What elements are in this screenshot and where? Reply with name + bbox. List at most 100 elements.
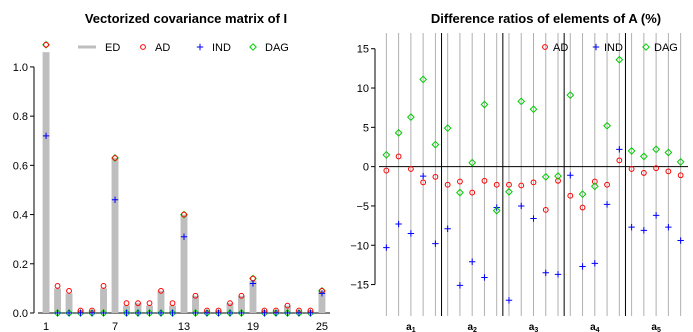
ind-point xyxy=(307,309,314,317)
ind-point xyxy=(134,309,142,317)
dag-point xyxy=(541,172,550,181)
ind-point xyxy=(54,309,61,317)
ind-point xyxy=(226,309,234,317)
ad-point xyxy=(169,300,176,307)
dag-point xyxy=(664,148,673,157)
ed-bar xyxy=(180,214,188,313)
ind-point xyxy=(677,237,684,244)
ind-point xyxy=(616,146,623,153)
legend-ad-label: AD xyxy=(553,42,568,54)
ad-point xyxy=(123,300,130,307)
group-label-subscript: 4 xyxy=(596,327,600,332)
ad-point xyxy=(604,181,610,188)
group-label-base: a xyxy=(406,322,412,332)
left-y-tick-label: 1.0 xyxy=(13,62,28,74)
ind-point xyxy=(665,223,672,231)
group-label-subscript: 1 xyxy=(412,327,416,332)
ind-point xyxy=(42,132,50,140)
ind-point xyxy=(295,309,303,317)
legend-ind-swatch xyxy=(592,43,600,51)
ad-point xyxy=(383,167,390,174)
ad-point xyxy=(181,211,187,218)
ind-point xyxy=(603,201,611,208)
ind-point xyxy=(407,230,415,237)
ind-point xyxy=(272,309,280,317)
ad-point xyxy=(469,189,476,196)
dag-point xyxy=(382,150,391,159)
group-label-subscript: 3 xyxy=(534,327,538,332)
ed-bar xyxy=(249,281,257,313)
legend-ind-label: IND xyxy=(604,42,623,54)
ed-bar xyxy=(238,295,245,313)
right-chart: Difference ratios of elements of A (%) −… xyxy=(350,11,688,332)
dag-point xyxy=(578,190,587,199)
ad-point xyxy=(591,178,598,185)
right-y-tick-label: −5 xyxy=(356,201,369,213)
group-label-base: a xyxy=(529,322,535,332)
legend-ad-swatch xyxy=(542,44,548,50)
left-y-tick-label: 0.8 xyxy=(13,111,28,123)
dag-point xyxy=(676,158,685,166)
ad-point xyxy=(628,166,635,172)
right-legend: AD IND DAG xyxy=(542,42,678,54)
ed-bar xyxy=(192,295,199,313)
ad-point xyxy=(284,302,291,309)
ad-point xyxy=(555,177,561,184)
ind-point xyxy=(542,269,549,276)
dag-point xyxy=(505,187,513,196)
ad-point xyxy=(579,204,586,211)
ind-point xyxy=(505,297,513,304)
ad-point xyxy=(238,292,245,299)
group-label: a5 xyxy=(651,322,661,332)
group-label-base: a xyxy=(590,322,596,332)
ind-point xyxy=(456,282,464,289)
group-label-subscript: 5 xyxy=(657,327,661,332)
dag-point xyxy=(468,158,477,167)
ind-point xyxy=(146,309,153,317)
right-y-tick-label: 0 xyxy=(363,162,369,174)
right-y-tick-label: −15 xyxy=(350,280,369,292)
ind-point xyxy=(432,240,439,247)
legend-dag-swatch xyxy=(642,43,650,51)
ind-point xyxy=(652,212,660,219)
ind-point xyxy=(100,309,107,317)
ind-point xyxy=(530,215,537,222)
dag-point xyxy=(529,105,538,114)
dag-point xyxy=(603,121,611,130)
ed-bar xyxy=(100,288,107,313)
ad-point xyxy=(677,172,684,179)
ad-point xyxy=(432,173,439,180)
left-y-tick-label: 0.2 xyxy=(13,259,28,271)
left-x-tick-label: 25 xyxy=(316,321,328,332)
ed-bar xyxy=(65,293,73,313)
right-chart-title: Difference ratios of elements of A (%) xyxy=(431,11,661,26)
ed-bar xyxy=(54,288,61,313)
group-label-base: a xyxy=(651,322,657,332)
ind-point xyxy=(468,258,476,265)
ad-point xyxy=(250,275,256,282)
group-label: a4 xyxy=(590,322,600,332)
ad-point xyxy=(616,157,623,164)
ind-point xyxy=(444,225,451,232)
ind-point xyxy=(383,244,390,251)
dag-point xyxy=(419,75,428,84)
left-legend: ED AD IND DAG xyxy=(78,42,289,54)
ad-point xyxy=(227,300,233,307)
ad-point xyxy=(43,41,49,48)
ind-point xyxy=(157,309,165,317)
ind-point xyxy=(518,202,525,210)
group-label: a2 xyxy=(467,322,477,332)
ad-point xyxy=(518,182,525,189)
ad-point xyxy=(444,181,451,188)
legend-ind-label: IND xyxy=(212,42,231,54)
ad-point xyxy=(66,287,72,294)
dag-point xyxy=(639,152,648,161)
ed-bar xyxy=(111,157,119,313)
left-chart: Vectorized covariance matrix of I 0.0 0.2… xyxy=(13,11,330,332)
group-label: a3 xyxy=(529,322,539,332)
left-y-tick-label: 0.6 xyxy=(13,160,28,172)
ind-point xyxy=(395,220,402,228)
ad-point xyxy=(665,168,672,175)
ed-bar xyxy=(318,290,326,313)
